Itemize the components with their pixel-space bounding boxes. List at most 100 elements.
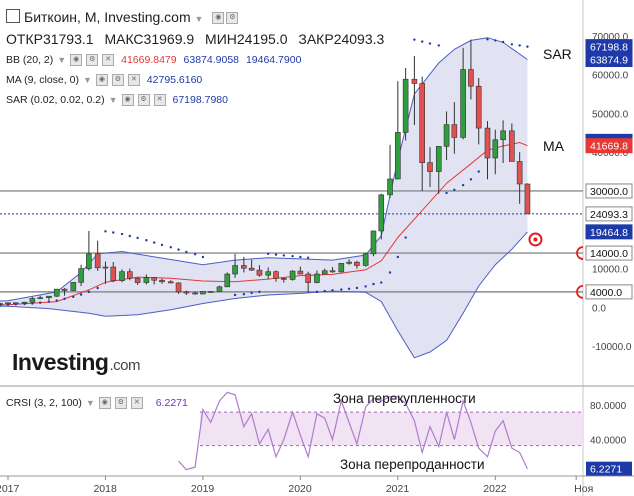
sar-point bbox=[55, 299, 58, 302]
indicator-name[interactable]: MA (9, close, 0) bbox=[6, 74, 79, 86]
sar-point bbox=[282, 254, 286, 257]
crsi-value-tag-label: 6.2271 bbox=[590, 464, 622, 476]
sar-point bbox=[420, 40, 424, 43]
sar-point bbox=[79, 293, 83, 296]
candle-body bbox=[102, 266, 109, 269]
settings-icon[interactable]: ⚙ bbox=[111, 74, 124, 87]
overbought-annotation: Зона перекупленности bbox=[333, 391, 476, 406]
sar-point bbox=[372, 282, 375, 286]
sar-point bbox=[486, 38, 489, 41]
candle-body bbox=[200, 291, 206, 295]
sar-point bbox=[136, 236, 139, 240]
signal-circle bbox=[528, 232, 543, 247]
sar-point bbox=[477, 170, 480, 173]
eye-icon[interactable]: ◉ bbox=[95, 74, 108, 87]
price-tag-label: 30000.0 bbox=[590, 186, 628, 198]
price-tick-label: 50000.0 bbox=[592, 109, 629, 120]
candle-body bbox=[248, 267, 255, 271]
sar-point bbox=[380, 281, 383, 284]
settings-icon[interactable]: ⚙ bbox=[86, 54, 99, 67]
sar-point bbox=[145, 239, 148, 242]
sar-point bbox=[518, 44, 521, 47]
sar-point bbox=[413, 38, 416, 41]
eye-icon[interactable]: ◉ bbox=[70, 54, 83, 67]
candle-body bbox=[12, 302, 19, 305]
candle-body bbox=[387, 178, 393, 196]
candle-body bbox=[175, 282, 182, 293]
sar-point bbox=[104, 230, 107, 233]
candle-body bbox=[61, 288, 68, 291]
sar-point bbox=[323, 289, 326, 293]
candle-body bbox=[159, 279, 165, 283]
sar-point bbox=[112, 231, 115, 234]
sar-point bbox=[396, 255, 400, 259]
chevron-down-icon[interactable]: ▼ bbox=[85, 398, 95, 408]
eye-icon[interactable]: ◉ bbox=[212, 12, 225, 25]
instrument-title[interactable]: Биткоин, M, Investing.com bbox=[24, 9, 191, 25]
candle-body bbox=[86, 253, 92, 269]
candle-body bbox=[134, 277, 141, 283]
candle-body bbox=[475, 85, 482, 129]
candle-body bbox=[265, 271, 272, 276]
candle-body bbox=[232, 265, 238, 275]
candle-body bbox=[0, 303, 4, 305]
candle-body bbox=[289, 270, 296, 280]
sar-point bbox=[494, 39, 497, 42]
sar-point bbox=[364, 285, 367, 288]
close-icon[interactable]: ✕ bbox=[130, 397, 143, 410]
crsi-line bbox=[178, 391, 528, 471]
close-value: 24093.3 bbox=[333, 31, 385, 47]
candle-body bbox=[29, 298, 36, 303]
candle-body bbox=[443, 124, 450, 147]
settings-icon[interactable]: ⚙ bbox=[114, 397, 127, 410]
sar-point bbox=[160, 243, 164, 247]
sar-point bbox=[355, 286, 359, 290]
logo-main: Investing bbox=[12, 349, 109, 375]
eye-icon[interactable]: ◉ bbox=[98, 397, 111, 410]
chevron-down-icon[interactable]: ▼ bbox=[108, 95, 118, 105]
chevron-down-icon[interactable]: ▼ bbox=[57, 55, 67, 65]
close-icon[interactable]: ✕ bbox=[153, 94, 166, 107]
oscillator-value: 6.2271 bbox=[155, 397, 188, 409]
oversold-annotation: Зона перепроданности bbox=[340, 457, 485, 472]
close-icon[interactable]: ✕ bbox=[102, 54, 115, 67]
candle-body bbox=[419, 83, 425, 163]
eye-icon[interactable]: ◉ bbox=[121, 94, 134, 107]
logo-suffix: .com bbox=[109, 357, 140, 374]
candle-body bbox=[297, 270, 304, 275]
time-tick-label: 2020 bbox=[288, 483, 312, 495]
sar-point bbox=[185, 250, 188, 254]
candle-body bbox=[37, 297, 43, 299]
close-icon[interactable]: ✕ bbox=[127, 74, 140, 87]
indicator-name[interactable]: BB (20, 2) bbox=[6, 54, 54, 66]
candle-body bbox=[451, 124, 458, 138]
low-value: 24195.0 bbox=[236, 31, 288, 47]
candle-body bbox=[143, 277, 150, 283]
price-tag bbox=[585, 245, 633, 261]
bollinger-band-fill bbox=[0, 37, 528, 358]
sar-point bbox=[96, 286, 99, 290]
chart-menu-icon[interactable] bbox=[6, 9, 20, 23]
candle-body bbox=[500, 130, 506, 141]
indicator-name[interactable]: SAR (0.02, 0.02, 0.2) bbox=[6, 94, 105, 106]
settings-icon[interactable]: ⚙ bbox=[226, 12, 239, 25]
level-marker bbox=[576, 246, 584, 260]
candle-body bbox=[370, 230, 377, 255]
chevron-down-icon[interactable]: ▼ bbox=[194, 14, 204, 24]
price-tag bbox=[585, 224, 633, 240]
candle-body bbox=[435, 146, 442, 172]
sar-point bbox=[72, 295, 75, 299]
sar-point bbox=[291, 254, 294, 258]
settings-icon[interactable]: ⚙ bbox=[137, 94, 150, 107]
candle-body bbox=[305, 273, 311, 283]
time-tick-label: 2022 bbox=[483, 483, 507, 495]
price-tag bbox=[585, 183, 633, 199]
chevron-down-icon[interactable]: ▼ bbox=[82, 75, 92, 85]
oscillator-name[interactable]: CRSI (3, 2, 100) bbox=[6, 397, 82, 409]
sar-point bbox=[306, 256, 310, 259]
sar-point bbox=[526, 45, 529, 48]
candle-body bbox=[516, 161, 523, 185]
sar-point bbox=[242, 292, 246, 296]
time-tick-label: 2021 bbox=[386, 483, 410, 495]
